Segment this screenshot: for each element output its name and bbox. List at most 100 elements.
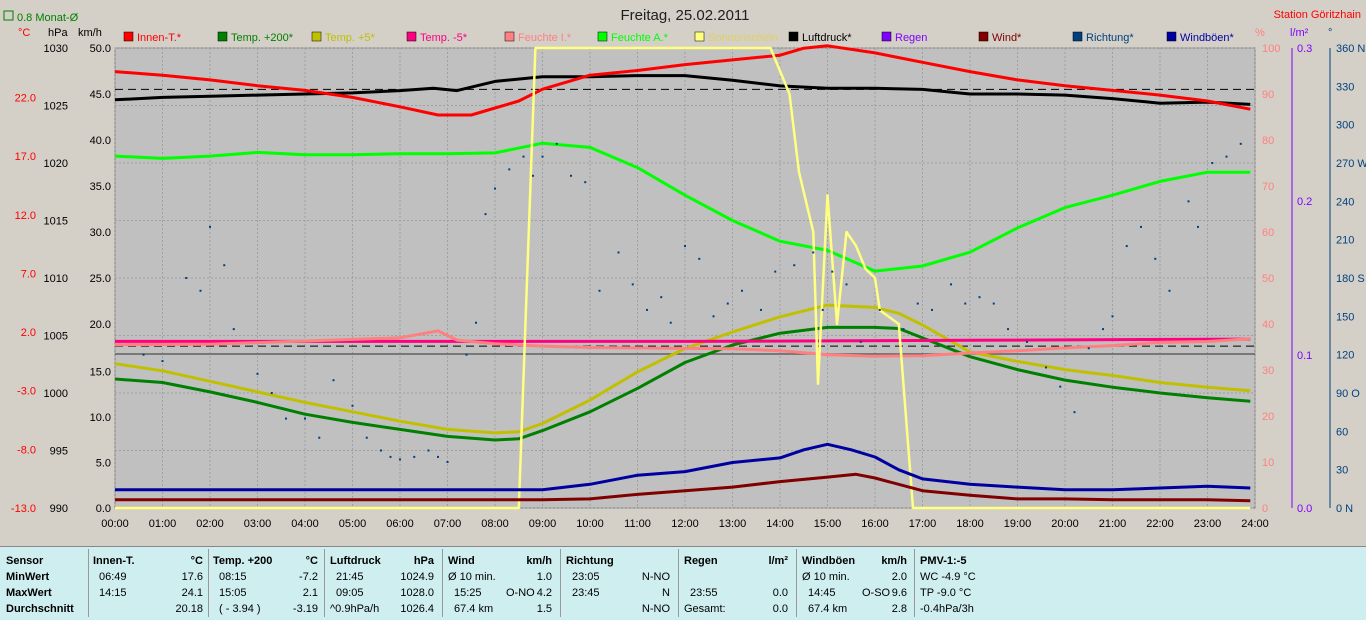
- temp-unit-label: °C: [18, 27, 30, 39]
- legend-swatch: [788, 31, 799, 42]
- series-richtung-point: [646, 308, 648, 311]
- series-richtung-point: [570, 174, 572, 177]
- legend-swatch: [123, 31, 134, 42]
- series-richtung-point: [199, 289, 202, 292]
- stats-rain-max-value: 0.0: [772, 587, 788, 599]
- series-richtung-point: [351, 404, 354, 407]
- x-tick-label: 04:00: [291, 518, 319, 530]
- stats-pressure-min-value: 1024.9: [400, 571, 434, 583]
- stats-pressure-title: Luftdruck: [330, 555, 381, 567]
- humidity-unit-label: %: [1255, 27, 1265, 39]
- series-richtung-point: [1140, 225, 1142, 228]
- series-richtung-point: [1087, 347, 1090, 350]
- stats-gusts-col: Windböen km/h Ø 10 min. 2.0 14:45 O-SO 9.6 6…: [802, 553, 907, 617]
- station-name: Station Göritzhain: [1274, 9, 1361, 21]
- legend-label: Luftdruck*: [802, 32, 852, 44]
- stats-temp200-min-time: 08:15: [219, 571, 247, 583]
- stats-wind-max-dir: O-NO: [506, 587, 535, 599]
- temp-tick-label: 22.0: [15, 92, 36, 104]
- stats-table: Sensor MinWert MaxWert Durchschnitt Inne…: [0, 546, 1366, 620]
- series-luftdruck-line: [114, 74, 1251, 106]
- stats-innen-min-value: 17.6: [181, 571, 203, 583]
- stats-separator: [88, 549, 89, 617]
- series-richtung-point: [1154, 257, 1157, 260]
- stats-pressure-min-time: 21:45: [336, 571, 364, 583]
- series-richtung-point: [902, 328, 905, 331]
- series-richtung-point: [270, 392, 273, 394]
- humidity-tick-label: 40: [1262, 319, 1274, 331]
- series-richtung-point: [845, 283, 848, 286]
- series-richtung-point: [1045, 366, 1047, 369]
- series-richtung-point: [726, 302, 729, 305]
- direction-tick-label: 270 W: [1336, 158, 1366, 170]
- stats-gusts-unit: km/h: [881, 555, 907, 567]
- radiation-tick-label: 0.2: [1297, 196, 1312, 208]
- stats-rain-unit: l/m²: [768, 555, 788, 567]
- series-richtung-point: [793, 264, 796, 267]
- stats-gusts-title: Windböen: [802, 555, 856, 567]
- legend-swatch: [694, 31, 705, 42]
- stats-innen-min-time: 06:49: [99, 571, 127, 583]
- series-richtung-point: [992, 302, 995, 305]
- stats-temp200-col: Temp. +200 °C 08:15 -7.2 15:05 2.1 ( - 3.94…: [213, 553, 318, 617]
- direction-tick-label: 30: [1336, 465, 1348, 477]
- stats-direction-max-time: 23:45: [572, 587, 600, 599]
- humidity-tick-label: 90: [1262, 89, 1274, 101]
- stats-gusts-max-value: 9.6: [891, 587, 907, 599]
- stats-wind-title: Wind: [448, 555, 475, 567]
- x-tick-label: 14:00: [766, 518, 794, 530]
- stats-rain-total-label: Gesamt:: [684, 603, 726, 615]
- x-tick-label: 03:00: [244, 518, 272, 530]
- radiation-tick-label: 0.0: [1297, 503, 1312, 515]
- stats-separator: [442, 549, 443, 617]
- pressure-tick-label: 1010: [44, 273, 68, 285]
- stats-pressure-max-value: 1028.0: [400, 587, 434, 599]
- humidity-tick-label: 50: [1262, 273, 1274, 285]
- legend-swatch: [406, 31, 417, 42]
- x-tick-label: 15:00: [814, 518, 842, 530]
- series-richtung-point: [1073, 411, 1076, 414]
- stats-temp200-unit: °C: [305, 555, 318, 567]
- stats-innen-unit: °C: [190, 555, 203, 567]
- stats-row-label: MaxWert: [6, 587, 52, 599]
- stats-sensor-header: Sensor: [6, 555, 44, 567]
- direction-tick-label: 180 S: [1336, 273, 1365, 285]
- stats-pressure-max-time: 09:05: [336, 587, 364, 599]
- legend-swatch: [881, 31, 892, 42]
- kmh-unit-label: km/h: [78, 27, 102, 39]
- lower-kmh-tick-label: 10.0: [90, 412, 111, 424]
- series-innen-t-line: [114, 44, 1251, 117]
- series-richtung-point: [831, 270, 834, 273]
- series-feuchte-a-line: [114, 141, 1251, 273]
- direction-tick-label: 60: [1336, 426, 1348, 438]
- stats-wind-max-time: 15:25: [454, 587, 482, 599]
- legend-label: Wind*: [992, 32, 1022, 44]
- stats-pmv-pressure-trend: -0.4hPa/3h: [920, 603, 974, 615]
- series-richtung-point: [427, 449, 430, 452]
- series-richtung-point: [878, 308, 881, 311]
- temp-tick-label: 2.0: [21, 327, 36, 339]
- legend-swatch: [311, 31, 322, 42]
- series-richtung-point: [365, 436, 368, 439]
- pressure-tick-label: 1030: [44, 43, 68, 55]
- direction-tick-label: 150: [1336, 311, 1354, 323]
- series-richtung-point: [1225, 155, 1228, 158]
- x-tick-label: 19:00: [1004, 518, 1032, 530]
- radiation-tick-label: 0.1: [1297, 350, 1312, 362]
- radiation-unit-label: l/m²: [1290, 27, 1309, 39]
- stats-rain-col: Regen l/m² 23:55 0.0 Gesamt: 0.0: [684, 553, 788, 617]
- stats-wind-max-value: 4.2: [536, 587, 552, 599]
- stats-rain-max-time: 23:55: [690, 587, 718, 599]
- series-temp-200-line: [114, 325, 1251, 442]
- series-richtung-point: [617, 251, 620, 254]
- stats-temp200-max-time: 15:05: [219, 587, 247, 599]
- upper-kmh-tick-label: 40.0: [90, 135, 111, 147]
- legend-label: Temp. +5*: [325, 32, 376, 44]
- legend-label: Feuchte A.*: [611, 32, 669, 44]
- stats-temp200-max-value: 2.1: [302, 587, 318, 599]
- legend-swatch: [1072, 31, 1083, 42]
- stats-innen-col: Innen-T. °C 06:49 17.6 14:15 24.1 20.18: [93, 553, 203, 617]
- x-tick-label: 23:00: [1194, 518, 1222, 530]
- series-richtung-point: [812, 251, 815, 254]
- x-tick-label: 08:00: [481, 518, 509, 530]
